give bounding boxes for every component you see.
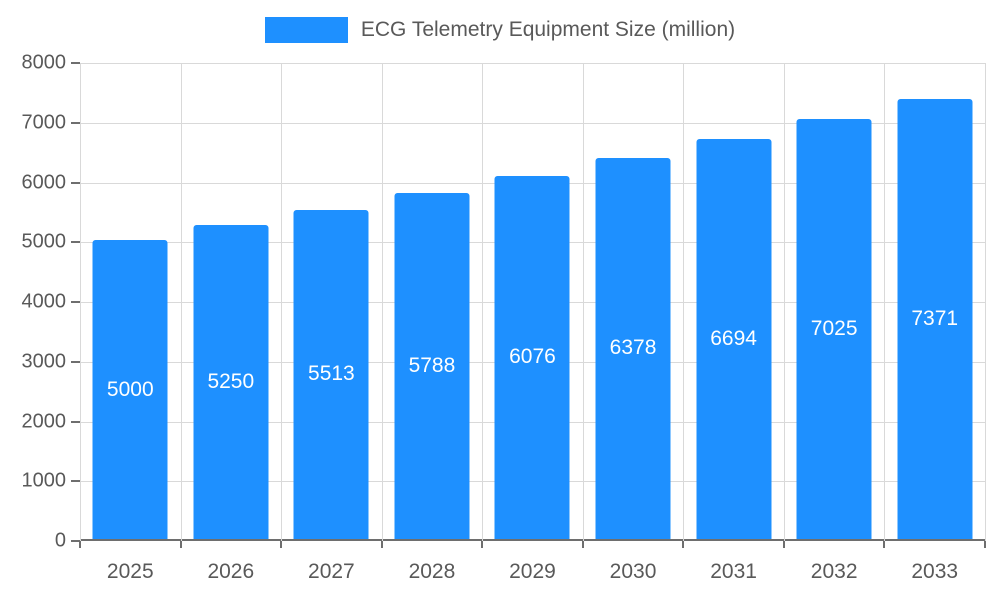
- x-tick-label: 2026: [207, 560, 255, 583]
- horizontal-gridline: [80, 63, 985, 64]
- x-tick-label: 2028: [408, 560, 456, 583]
- y-tick-mark: [71, 121, 80, 124]
- y-tick-label: 8000: [21, 51, 67, 74]
- bar: 7025: [796, 119, 872, 539]
- x-tick-label: 2030: [609, 560, 657, 583]
- bar: 5513: [293, 209, 369, 539]
- vertical-gridline: [80, 63, 81, 541]
- y-tick-label: 4000: [21, 290, 67, 313]
- bar: 6694: [696, 139, 772, 539]
- bar: 5788: [394, 193, 470, 539]
- bar-value-label: 7371: [911, 306, 959, 330]
- x-tick-mark: [179, 541, 182, 548]
- vertical-gridline: [985, 63, 986, 541]
- bar-value-label: 6378: [609, 336, 657, 360]
- vertical-gridline: [281, 63, 283, 541]
- y-tick-mark: [71, 301, 80, 303]
- x-tick-mark: [682, 541, 685, 548]
- y-tick-mark: [71, 540, 80, 542]
- y-tick-mark: [71, 241, 80, 244]
- legend-swatch-icon: [264, 17, 348, 43]
- x-tick-label: 2029: [509, 560, 556, 583]
- x-tick-label: 2027: [308, 560, 355, 583]
- plot-area: 0 1000 2000 3000 4000 5000 6000 7000 8000 5000 202…: [22, 52, 986, 583]
- vertical-gridline: [783, 63, 785, 541]
- legend[interactable]: ECG Telemetry Equipment Size (million): [0, 17, 1000, 43]
- bar: 5250: [193, 225, 269, 539]
- category-slot: 5788 2028: [382, 63, 483, 583]
- bar-value-label: 6694: [710, 327, 757, 351]
- legend-label: ECG Telemetry Equipment Size (million): [360, 18, 736, 41]
- bar-value-label: 5513: [308, 362, 355, 386]
- bar: 6378: [595, 157, 671, 539]
- y-tick-label: 1000: [21, 469, 67, 492]
- bar: 5000: [92, 240, 168, 539]
- vertical-gridline: [482, 63, 484, 541]
- vertical-gridline: [582, 63, 584, 541]
- x-tick-mark: [581, 541, 584, 548]
- bar-value-label: 5788: [408, 354, 456, 378]
- vertical-gridline: [884, 63, 886, 541]
- y-tick-label: 5000: [21, 230, 67, 253]
- y-tick-label: 3000: [21, 350, 67, 373]
- y-tick-mark: [71, 62, 80, 64]
- bar: 6076: [494, 175, 570, 539]
- y-tick-label: 6000: [21, 171, 67, 193]
- x-tick-mark: [481, 541, 484, 548]
- bar-value-label: 5250: [207, 370, 255, 394]
- x-axis-line: [80, 539, 985, 541]
- x-tick-mark: [984, 541, 986, 548]
- x-tick-label: 2031: [710, 560, 757, 583]
- vertical-gridline: [683, 63, 685, 541]
- x-tick-mark: [883, 541, 886, 548]
- horizontal-gridline: [80, 122, 985, 124]
- x-tick-label: 2032: [810, 560, 858, 583]
- category-slot: 6378 2030: [583, 63, 684, 583]
- bar-value-label: 5000: [106, 377, 154, 401]
- y-tick-mark: [71, 181, 80, 184]
- y-tick-label: 2000: [21, 410, 67, 432]
- bar: 7371: [897, 98, 973, 539]
- vertical-gridline: [381, 63, 383, 541]
- bar-value-label: 7025: [810, 317, 858, 341]
- bar-value-label: 6076: [509, 345, 556, 369]
- x-tick-mark: [79, 541, 81, 548]
- y-tick-mark: [71, 480, 80, 483]
- category-slot: 7371 2033: [884, 63, 985, 583]
- y-tick-label: 7000: [21, 111, 67, 134]
- category-slot: 5250 2026: [181, 63, 282, 583]
- x-tick-label: 2033: [911, 560, 959, 583]
- y-tick-mark: [71, 360, 80, 363]
- vertical-gridline: [180, 63, 182, 541]
- x-tick-mark: [782, 541, 785, 548]
- x-tick-label: 2025: [106, 560, 154, 583]
- category-slot: 6076 2029: [482, 63, 583, 583]
- category-slot: 7025 2032: [784, 63, 885, 583]
- category-slot: 6694 2031: [683, 63, 784, 583]
- y-tick-mark: [71, 420, 80, 423]
- category-slot: 5513 2027: [281, 63, 382, 583]
- y-tick-label: 0: [54, 529, 66, 552]
- category-slot: 5000 2025: [80, 63, 181, 583]
- x-tick-mark: [380, 541, 383, 548]
- x-tick-mark: [280, 541, 283, 548]
